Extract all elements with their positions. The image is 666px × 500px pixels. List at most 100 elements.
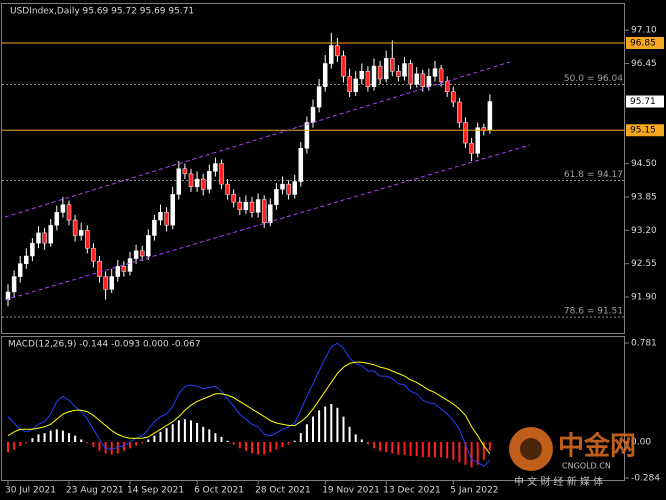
macd-histogram-bar xyxy=(415,442,418,456)
macd-histogram-bar xyxy=(183,419,186,442)
candle-body xyxy=(207,171,212,190)
macd-histogram-bar xyxy=(458,442,461,463)
fib-label: 61.8 = 94.17 xyxy=(564,170,623,180)
candle-body xyxy=(48,224,53,244)
candle-body xyxy=(78,230,84,236)
candle-body xyxy=(377,65,383,80)
candle-body xyxy=(213,163,218,172)
macd-histogram-bar xyxy=(348,426,351,442)
macd-histogram-bar xyxy=(366,442,369,445)
candle-body xyxy=(371,65,377,87)
macd-histogram-bar xyxy=(232,442,235,445)
candle-body xyxy=(60,204,66,213)
candle-body xyxy=(402,63,407,77)
watermark-logo-inner xyxy=(520,438,542,460)
candle-body xyxy=(91,248,96,262)
macd-histogram-bar xyxy=(226,440,229,442)
candle-body xyxy=(255,199,261,213)
candle-body xyxy=(310,106,316,123)
x-tick-label: 14 Sep 2021 xyxy=(127,486,184,496)
candle-body xyxy=(396,70,401,77)
x-tick-label: 13 Dec 2021 xyxy=(383,486,441,496)
candle-body xyxy=(469,142,474,154)
candle-body xyxy=(329,45,334,64)
candle-body xyxy=(298,147,304,182)
candle-body xyxy=(158,212,163,221)
macd-histogram-bar xyxy=(482,442,485,460)
level-label: 95.15 xyxy=(630,126,656,136)
macd-histogram-bar xyxy=(214,433,217,442)
macd-histogram-bar xyxy=(336,407,339,442)
macd-histogram-bar xyxy=(141,442,144,444)
candle-body xyxy=(414,73,419,85)
candle-body xyxy=(365,70,371,87)
y-tick-label: 94.50 xyxy=(631,159,657,169)
macd-histogram-bar xyxy=(251,442,253,454)
price-frame xyxy=(1,3,625,334)
level-box xyxy=(626,36,664,49)
candle-body xyxy=(457,101,462,123)
macd-histogram-bar xyxy=(263,442,266,455)
macd-histogram-bar xyxy=(293,440,296,442)
macd-histogram-bar xyxy=(43,433,46,442)
macd-histogram-bar xyxy=(7,442,9,453)
candle-body xyxy=(146,235,151,257)
candle-body xyxy=(42,232,47,244)
macd-histogram-bar xyxy=(177,420,180,442)
signal-line xyxy=(7,361,491,455)
candle-body xyxy=(200,178,206,190)
macd-histogram-bar xyxy=(305,424,308,442)
candle-body xyxy=(304,122,310,149)
macd-histogram-bar xyxy=(434,442,436,458)
macd-histogram-bar xyxy=(360,439,363,442)
y-tick-label: 93.20 xyxy=(631,226,657,236)
candle-body xyxy=(408,63,413,85)
macd-histogram-bar xyxy=(238,442,241,449)
fib-label: 50.0 = 96.04 xyxy=(564,74,623,84)
candle-body xyxy=(121,266,127,272)
candle-body xyxy=(231,194,236,203)
candle-body xyxy=(280,183,285,190)
macd-histogram-bar xyxy=(13,442,16,450)
y-tick-label: 93.85 xyxy=(631,192,657,202)
candle-body xyxy=(243,201,249,211)
macd-histogram-bar xyxy=(269,442,272,453)
macd-histogram-bar xyxy=(49,430,52,442)
candle-body xyxy=(335,45,340,57)
macd-histogram-bar xyxy=(299,433,302,442)
x-tick-label: 19 Nov 2021 xyxy=(322,486,380,496)
macd-histogram-bar xyxy=(171,424,174,442)
candle-body xyxy=(286,183,291,195)
candle-body xyxy=(133,250,139,259)
candle-body xyxy=(225,183,230,195)
last-price-box xyxy=(626,95,664,108)
candle-body xyxy=(292,181,297,195)
macd-y-tick-label: 0.781 xyxy=(631,339,657,349)
candle-body xyxy=(11,276,17,293)
candle-body xyxy=(17,263,23,277)
candle-body xyxy=(103,276,108,290)
macd-histogram-bar xyxy=(354,434,357,442)
macd-histogram-bar xyxy=(409,442,412,456)
macd-y-tick-label: -0.284 xyxy=(631,474,660,484)
x-tick-label: 23 Aug 2021 xyxy=(66,486,124,496)
macd-histogram-bar xyxy=(122,442,125,451)
macd-histogram-bar xyxy=(391,442,394,454)
candle-body xyxy=(487,101,493,131)
macd-histogram-bar xyxy=(385,442,388,453)
macd-histogram-bar xyxy=(470,442,473,468)
macd-histogram-bar xyxy=(427,442,430,458)
macd-histogram-bar xyxy=(86,442,89,444)
candle-body xyxy=(359,70,365,80)
x-tick-label: 6 Oct 2021 xyxy=(194,486,244,496)
candle-body xyxy=(85,230,90,249)
macd-histogram-bar xyxy=(61,430,64,442)
fib-label: 78.6 = 91.51 xyxy=(564,307,623,317)
candle-body xyxy=(66,204,72,221)
macd-histogram-bar xyxy=(196,422,199,442)
macd-histogram-bar xyxy=(55,429,58,442)
y-tick-label: 97.10 xyxy=(631,26,657,36)
channel-lower xyxy=(4,144,531,301)
